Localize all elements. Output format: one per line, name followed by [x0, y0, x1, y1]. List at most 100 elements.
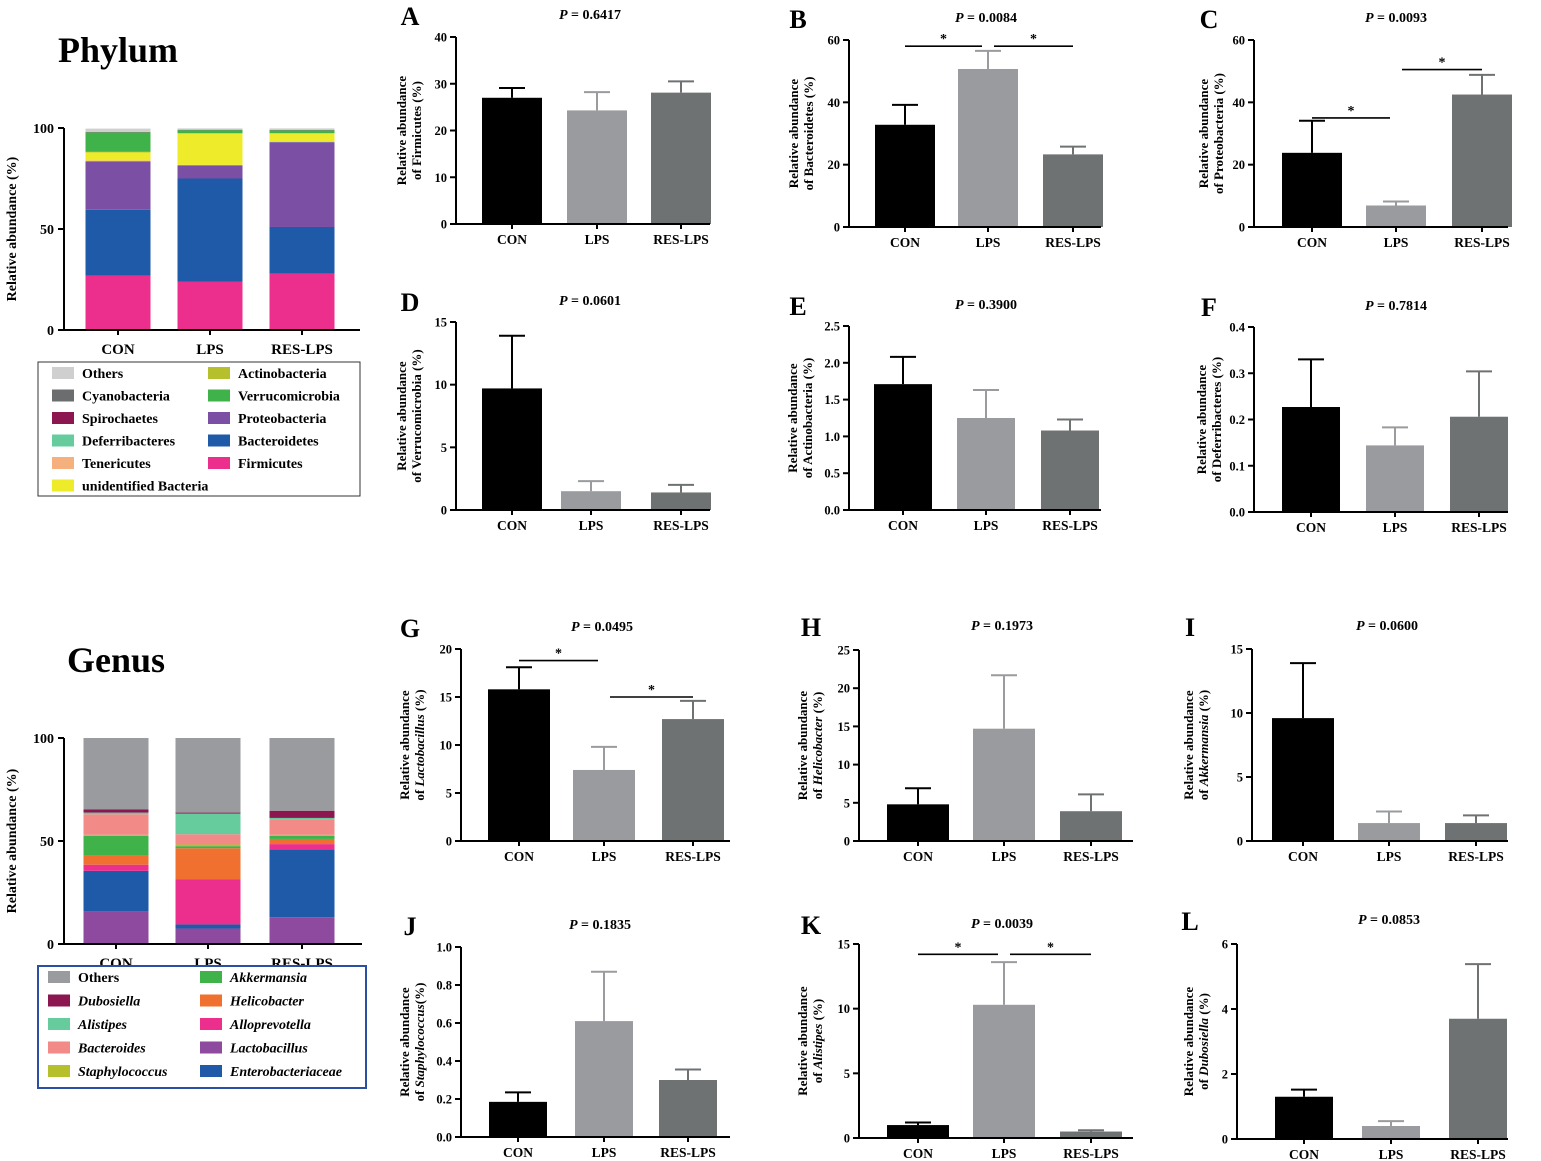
panel-L: L P = 0.0853 0 2 4 6 CON LPS RES-LPS Relative abu…: [1181, 907, 1508, 1161]
phylum-stack-ytick-label: 50: [40, 223, 54, 238]
ylabel-K: Relative abundance of Alistipes (%): [795, 986, 825, 1096]
xtick-label-D: LPS: [579, 518, 604, 533]
phylum-stack-legend-swatch: [208, 367, 230, 379]
ylabel-D: Relative abundance of Verrucomicrobia (%): [394, 349, 424, 482]
panel-label-K: K: [801, 911, 822, 940]
xtick-label-I: CON: [1288, 849, 1318, 864]
ytick-label-K: 0: [844, 1132, 850, 1146]
phylum-stack-legend-label: Deferribacteres: [82, 435, 176, 450]
genus-stack-legend-swatch: [48, 1018, 70, 1030]
genus-stack-segment-others-con: [83, 738, 149, 810]
phylum-stack-segment-proteobacteria-res-lps: [269, 142, 335, 227]
xtick-label-K: RES-LPS: [1063, 1146, 1119, 1161]
bar-K-lps: [973, 1004, 1035, 1138]
ytick-label-A: 40: [435, 31, 448, 45]
panel-label-D: D: [401, 288, 420, 317]
genus-stack-legend-label: Others: [78, 971, 120, 986]
xtick-label-J: CON: [503, 1145, 533, 1160]
genus-stack-legend-label: Alloprevotella: [229, 1018, 311, 1033]
ytick-label-I: 15: [1231, 643, 1244, 657]
genus-stack-segment-akkermansia-res-lps: [269, 835, 335, 839]
genus-stack-segment-alloprevotella-lps: [175, 879, 241, 925]
ylabel-line-K: of Alistipes (%): [810, 999, 825, 1084]
genus-stack-legend: Others Akkermansia Dubosiella Helicobacter A…: [37, 965, 367, 1089]
phylum-stack-segment-bacteroidetes-con: [85, 209, 151, 276]
ytick-label-G: 10: [440, 739, 453, 753]
ytick-label-D: 10: [435, 378, 448, 392]
ytick-label-I: 5: [1237, 771, 1243, 785]
ylabel-G: Relative abundance of Lactobacillus (%): [397, 689, 427, 800]
xtick-label-J: RES-LPS: [660, 1145, 716, 1160]
p-value-G: P = 0.0495: [571, 620, 633, 635]
phylum-stack-segment-unidentified-bacteria-lps: [177, 133, 243, 165]
ytick-label-B: 60: [828, 34, 841, 48]
p-value-L: P = 0.0853: [1358, 913, 1420, 928]
genus-stack-segment-dubosiella-con: [83, 809, 149, 813]
ylabel-line-E: of Actinobacteria (%): [800, 358, 815, 479]
panel-label-I: I: [1185, 613, 1195, 642]
ylabel-L: Relative abundance of Dubosiella (%): [1181, 987, 1211, 1097]
phylum-stack-legend-box: [37, 361, 361, 497]
phylum-stack-legend-label: Cyanobacteria: [82, 390, 170, 405]
ytick-label-I: 10: [1231, 707, 1244, 721]
xtick-label-H: LPS: [992, 849, 1017, 864]
bar-J-res-lps: [659, 1080, 717, 1137]
ytick-label-D: 5: [441, 441, 447, 455]
ytick-label-H: 5: [844, 796, 850, 810]
ylabel-line-J: of Staphylococcus(%): [412, 983, 427, 1102]
genus-stack-segment-bacteroides-con: [83, 814, 149, 835]
panel-K: K P = 0.0039 0 5 10 15 CON LPS RES-LPS Relative a…: [795, 911, 1133, 1161]
xtick-label-B: LPS: [976, 235, 1001, 250]
xtick-label-K: LPS: [992, 1146, 1017, 1161]
phylum-stack-legend-label: Others: [82, 367, 124, 382]
xtick-label-F: LPS: [1383, 520, 1408, 535]
ytick-label-E: 0.5: [824, 467, 840, 481]
genus-stack-legend-label: Akkermansia: [229, 971, 307, 986]
phylum-stack-legend-label: Firmicutes: [238, 457, 303, 472]
genus-stack-ytick-label: 100: [33, 732, 54, 747]
phylum-stack-legend-swatch: [52, 479, 74, 492]
genus-stack-segment-alloprevotella-con: [83, 864, 149, 871]
genus-stack-legend-label: Alistipes: [77, 1018, 128, 1033]
significance-star-C: *: [1439, 56, 1446, 71]
genus-stack-legend-label: Bacteroides: [77, 1042, 146, 1057]
p-value-K: P = 0.0039: [971, 917, 1033, 932]
bar-E-lps: [957, 418, 1015, 510]
genus-stack-segment-helicobacter-res-lps: [269, 838, 335, 845]
ytick-label-C: 20: [1233, 158, 1246, 172]
ytick-label-C: 0: [1239, 221, 1245, 235]
p-value-A: P = 0.6417: [559, 8, 621, 23]
p-value-D: P = 0.0601: [559, 294, 621, 309]
ylabel-line-C: Relative abundance: [1196, 79, 1211, 189]
significance-star-B: *: [940, 32, 947, 47]
ytick-label-L: 0: [1222, 1133, 1228, 1147]
xtick-label-I: LPS: [1377, 849, 1402, 864]
phylum-stack-legend-label: Spirochaetes: [82, 412, 159, 427]
xtick-label-F: CON: [1296, 520, 1326, 535]
genus-stack-segment-enterobacteriaceae-lps: [175, 924, 241, 929]
xtick-label-B: RES-LPS: [1045, 235, 1101, 250]
phylum-stack-segment-actinobacteria-con: [85, 151, 151, 153]
ylabel-line-D: of Verrucomicrobia (%): [409, 349, 424, 482]
bar-F-lps: [1366, 445, 1424, 512]
phylum-stack-legend-swatch: [52, 457, 74, 469]
p-value-F: P = 0.7814: [1365, 299, 1427, 314]
xtick-label-E: RES-LPS: [1042, 518, 1098, 533]
ytick-label-G: 0: [446, 835, 452, 849]
bar-B-con: [875, 124, 935, 227]
ylabel-J: Relative abundance of Staphylococcus(%): [397, 983, 427, 1102]
ylabel-line-G: Relative abundance: [397, 690, 412, 800]
ylabel-line-E: Relative abundance: [785, 363, 800, 473]
ytick-label-C: 40: [1233, 96, 1246, 110]
phylum-stack-legend-swatch: [52, 367, 74, 379]
ytick-label-K: 5: [844, 1067, 850, 1081]
ylabel-line-C: of Proteobacteria (%): [1211, 73, 1226, 194]
genus-stack-segment-dubosiella-res-lps: [269, 810, 335, 818]
phylum-stack-xtick-label: RES-LPS: [271, 342, 333, 358]
phylum-stack-legend-label: unidentified Bacteria: [82, 480, 208, 495]
significance-star-K: *: [1047, 940, 1054, 955]
phylum-stack-legend-swatch: [208, 434, 230, 447]
genus-stack-segment-dubosiella-lps: [175, 812, 241, 814]
xtick-label-L: LPS: [1379, 1147, 1404, 1161]
bar-B-lps: [958, 68, 1018, 227]
